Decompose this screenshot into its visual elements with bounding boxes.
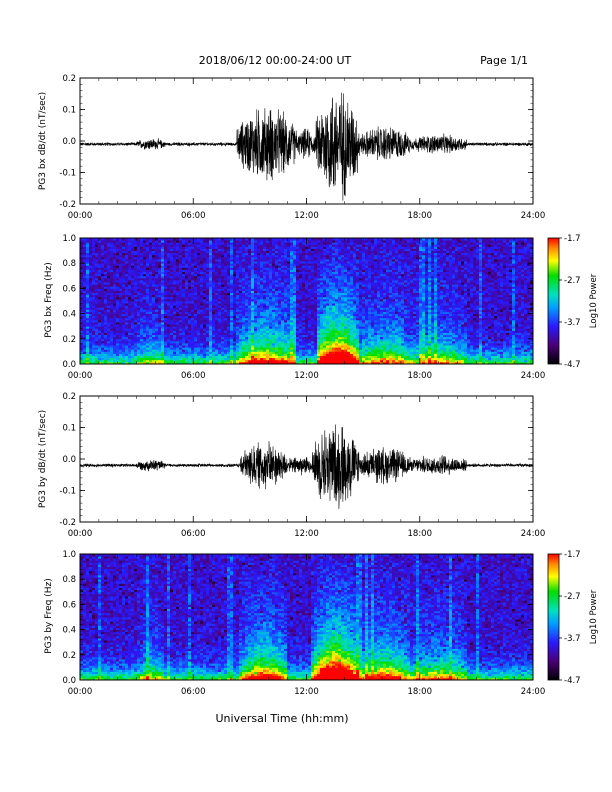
y-tick-label: 0.2 [62,74,76,84]
colorbar-tick-label: -3.7 [564,318,581,328]
colorbar-tick-label: -3.7 [564,634,581,644]
x-tick-label: 24:00 [521,371,546,381]
x-tick-label: 18:00 [408,529,433,539]
y-tick-label: -0.1 [59,169,76,179]
colorbar-scale [547,237,560,365]
y-tick-label: 0.6 [62,600,76,610]
y-tick-label: 0.2 [62,335,76,345]
page-number: Page 1/1 [480,54,528,67]
y-tick-label: 0.8 [62,575,76,585]
panel-bx-dbdt: 0.2 0.1 0.0 -0.1 -0.200:00 06:00 12:00 18:00 24:… [38,74,545,221]
x-tick-label: 00:00 [68,211,93,221]
y-tick-label: -0.1 [59,487,76,497]
page-title: 2018/06/12 00:00-24:00 UT [199,54,352,67]
colorbar-tick-label: -2.7 [564,276,581,286]
y-tick-label: 0.0 [62,455,76,465]
panel-by-dbdt: 0.2 0.1 0.0 -0.1 -0.200:00 06:00 12:00 18:00 24:… [38,392,545,539]
bx-dbdt-ticks: 0.2 0.1 0.0 -0.1 -0.200:00 06:00 12:00 18:00 24:… [59,74,545,221]
bx-freq-ticks: 1.0 0.8 0.6 0.4 0.2 0.000:00 06:00 12:00 18:00 24… [62,234,545,381]
by-colorbar: -1.7 -2.7 -3.7 -4.7 Log10 Power [547,550,599,686]
by-freq-ticks: 1.0 0.8 0.6 0.4 0.2 0.000:00 06:00 12:00 18:00 24… [62,550,545,697]
x-axis-title: Universal Time (hh:mm) [216,712,349,725]
y-tick-label: -0.2 [59,200,76,210]
x-tick-label: 12:00 [294,529,319,539]
y-tick-label: 0.0 [62,676,76,686]
x-tick-label: 18:00 [408,211,433,221]
colorbar-tick-label: -1.7 [564,550,581,560]
x-tick-label: 12:00 [294,687,319,697]
colorbar-tick-label: -1.7 [564,234,581,244]
y-tick-label: 0.8 [62,259,76,269]
y-tick-label: 0.6 [62,284,76,294]
x-tick-label: 06:00 [181,371,206,381]
by-spectrogram [79,553,534,681]
x-tick-label: 00:00 [68,687,93,697]
x-tick-label: 18:00 [408,371,433,381]
y-tick-label: 0.1 [62,424,76,434]
by-dbdt-plot [79,395,534,523]
x-tick-label: 00:00 [68,529,93,539]
by-dbdt-ticks: 0.2 0.1 0.0 -0.1 -0.200:00 06:00 12:00 18:00 24:… [59,392,545,539]
x-tick-label: 06:00 [181,211,206,221]
x-tick-label: 00:00 [68,371,93,381]
y-tick-label: 0.4 [62,626,76,636]
bx-spectrogram [79,237,534,365]
by-dbdt-ylabel: PG3 by dB/dt (nT/sec) [38,410,48,508]
y-tick-label: 0.0 [62,137,76,147]
colorbar-label: Log10 Power [589,273,599,328]
by-freq-ylabel: PG3 by Freq (Hz) [44,578,54,654]
colorbar-tick-label: -2.7 [564,592,581,602]
colorbar-scale [547,553,560,681]
dbdt-series-line [79,92,534,201]
x-tick-label: 24:00 [521,529,546,539]
x-tick-label: 24:00 [521,687,546,697]
bx-dbdt-plot [79,77,534,205]
x-tick-label: 06:00 [181,529,206,539]
y-tick-label: 0.4 [62,310,76,320]
colorbar-tick-label: -4.7 [564,676,581,686]
panel-bx-freq: 1.0 0.8 0.6 0.4 0.2 0.000:00 06:00 12:00 18:00 24… [44,234,599,381]
y-tick-label: 1.0 [62,550,76,560]
colorbar-tick-label: -4.7 [564,360,581,370]
y-tick-label: -0.2 [59,518,76,528]
y-tick-label: 0.1 [62,106,76,116]
x-tick-label: 12:00 [294,211,319,221]
bx-colorbar: -1.7 -2.7 -3.7 -4.7 Log10 Power [547,234,599,370]
y-tick-label: 0.2 [62,392,76,402]
x-tick-label: 12:00 [294,371,319,381]
y-tick-label: 0.0 [62,360,76,370]
spectrogram-cells [80,554,534,681]
spectrogram-cells [80,238,534,365]
y-tick-label: 0.2 [62,651,76,661]
colorbar-label: Log10 Power [589,589,599,644]
dbdt-series-line [79,424,534,509]
y-tick-label: 1.0 [62,234,76,244]
x-tick-label: 06:00 [181,687,206,697]
x-tick-label: 18:00 [408,687,433,697]
bx-freq-ylabel: PG3 bx Freq (Hz) [44,262,54,338]
x-tick-label: 24:00 [521,211,546,221]
bx-dbdt-ylabel: PG3 bx dB/dt (nT/sec) [38,92,48,190]
panel-by-freq: 1.0 0.8 0.6 0.4 0.2 0.000:00 06:00 12:00 18:00 24… [44,550,599,697]
